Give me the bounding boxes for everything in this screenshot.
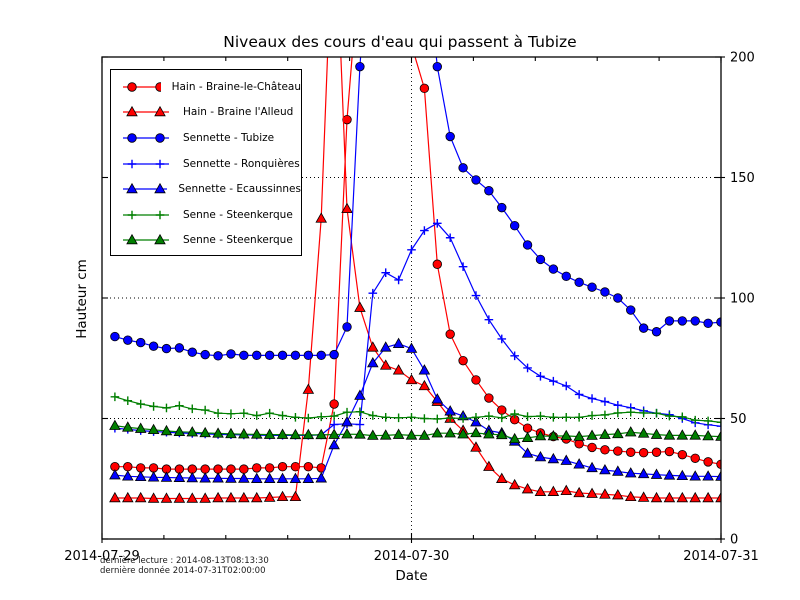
legend-circle-icon (123, 133, 169, 143)
y-tick-label: 100 (730, 292, 755, 307)
legend-item-sennette-ronquieres: Sennette - Ronquières (111, 151, 301, 177)
y-tick-label: 200 (730, 51, 755, 66)
legend-label: Sennette - Tubize (183, 131, 275, 144)
series-hain-braine-l-alleud (109, 57, 721, 503)
x-axis-label: Date (395, 568, 428, 584)
axis-ticks (101, 56, 725, 543)
series-hain-braine-le-chateau (110, 57, 721, 474)
legend-label: Senne - Steenkerque (183, 234, 293, 247)
y-axis-label: Hauteur cm (74, 259, 90, 339)
legend-label: Hain - Braine-le-Château (171, 80, 301, 93)
legend-plus-icon (123, 210, 169, 220)
footer-last-data: dernière donnée 2014-07-31T02:00:00 (100, 565, 266, 576)
legend-item-senne-steenkerque-2: Senne - Steenkerque (111, 228, 301, 254)
series-layer (109, 57, 721, 503)
series-senne-steenkerque-2 (109, 419, 721, 444)
legend-item-hain-braine-l-alleud: Hain - Braine l'Alleud (111, 100, 301, 126)
tick-labels: 2014-07-29 2014-07-30 2014-07-310 50 100 150 2… (64, 51, 759, 565)
y-tick-label: 50 (730, 412, 747, 427)
gridlines (102, 57, 721, 539)
y-tick-label: 150 (730, 171, 755, 186)
legend-triangle-icon (123, 106, 169, 117)
legend-label: Hain - Braine l'Alleud (183, 106, 294, 119)
page-title: Niveaux des cours d'eau qui passent à Tu… (223, 33, 577, 51)
series-sennette-tubize (110, 57, 721, 361)
legend-item-sennette-ecaussinnes: Sennette - Ecaussinnes (111, 176, 301, 202)
legend-item-senne-steenkerque-1: Senne - Steenkerque (111, 202, 301, 228)
legend-label: Sennette - Ecaussinnes (178, 183, 301, 196)
legend-triangle-icon (123, 183, 168, 194)
x-tick-label: 2014-07-30 (374, 549, 450, 564)
legend-item-sennette-tubize: Sennette - Tubize (111, 125, 301, 151)
legend: Hain - Braine-le-Château Hain - Braine l'… (110, 69, 302, 256)
legend-item-hain-braine-le-chateau: Hain - Braine-le-Château (111, 74, 301, 100)
legend-circle-icon (123, 82, 161, 92)
footer-notes: dernière lecture : 2014-08-13T08:13:30 d… (100, 556, 269, 576)
x-tick-label: 2014-07-31 (683, 549, 759, 564)
legend-triangle-icon (123, 234, 169, 245)
x-tick-label: 2014-07-29 (64, 549, 140, 564)
series-senne-steenkerque-1 (110, 392, 721, 427)
legend-label: Sennette - Ronquières (183, 157, 300, 170)
legend-label: Senne - Steenkerque (183, 208, 293, 221)
legend-plus-icon (123, 159, 169, 168)
legend-rows: Hain - Braine-le-Château Hain - Braine l'… (111, 74, 301, 253)
y-tick-label: 0 (730, 533, 738, 548)
footer-last-read: dernière lecture : 2014-08-13T08:13:30 (100, 556, 269, 566)
